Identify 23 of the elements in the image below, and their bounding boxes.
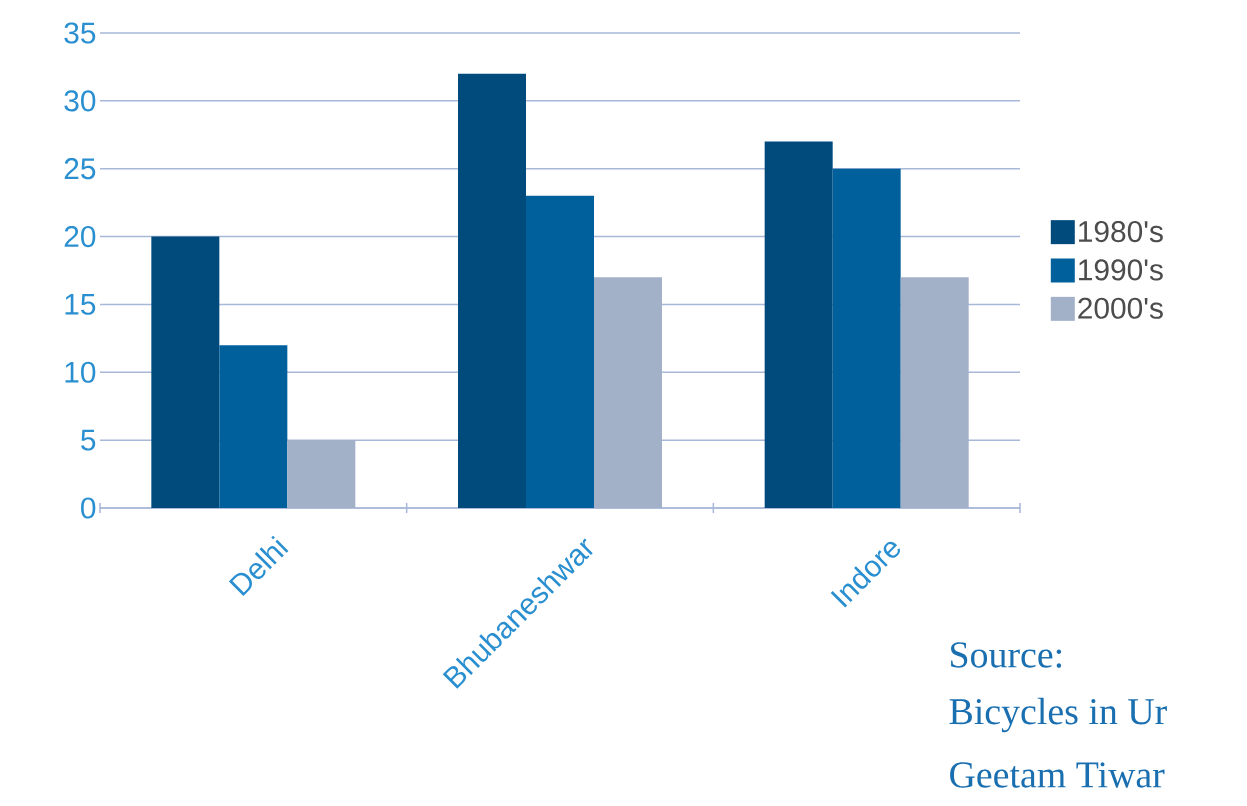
bar	[287, 440, 356, 508]
bar	[458, 73, 526, 508]
legend-label: 1990's	[1079, 259, 1163, 281]
legend-label: 2000's	[1078, 297, 1163, 319]
y-tick-label: 20	[64, 225, 96, 248]
bar	[594, 277, 663, 508]
y-tick-label: 25	[64, 158, 96, 180]
text: Bicycles in Ur	[949, 697, 1167, 733]
y-tick-label: 0	[81, 497, 96, 519]
text: Geetam Tiwar	[950, 762, 1165, 788]
y-tick-label: 30	[64, 90, 96, 112]
bar	[526, 195, 594, 508]
bar	[832, 168, 901, 508]
bar	[764, 141, 833, 508]
y-tick-label: 15	[65, 294, 96, 315]
bar	[900, 277, 969, 508]
y-tick-label: 5	[81, 429, 96, 451]
y-tick-label: 10	[65, 361, 96, 383]
source-note: Source:	[951, 642, 1062, 668]
bar	[151, 236, 220, 508]
y-tick-label: 35	[64, 22, 96, 44]
bar	[219, 345, 288, 508]
legend-label: 1980's	[1079, 220, 1163, 243]
